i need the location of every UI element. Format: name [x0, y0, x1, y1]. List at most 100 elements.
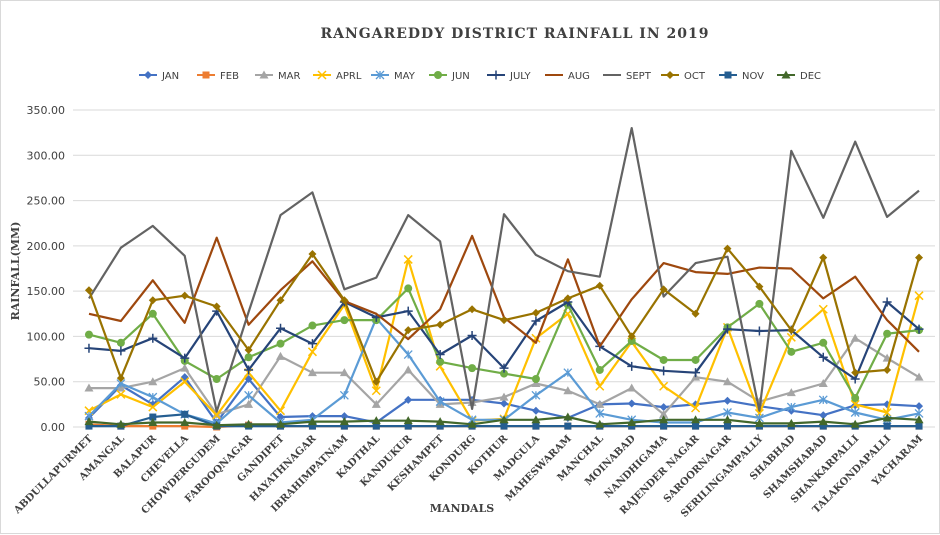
- data-point: [85, 422, 93, 430]
- data-point: [659, 403, 668, 412]
- data-point: [692, 422, 700, 430]
- data-point: [882, 297, 892, 307]
- data-point: [148, 296, 157, 305]
- legend: JAN FEB MAR APRL MAY JUN JULY AUG SEPT OCT NOV DEC: [139, 70, 821, 82]
- data-point: [819, 411, 828, 420]
- data-point: [723, 396, 732, 405]
- legend-label: AUG: [568, 71, 590, 82]
- data-point: [914, 291, 924, 301]
- data-point: [500, 399, 508, 408]
- data-point: [180, 291, 189, 300]
- legend-label: MAY: [394, 71, 416, 82]
- data-point: [403, 365, 413, 374]
- data-point: [915, 253, 924, 262]
- data-point: [851, 394, 860, 403]
- data-point: [276, 296, 285, 305]
- data-point: [244, 346, 253, 355]
- data-point: [308, 250, 317, 259]
- data-point: [722, 415, 732, 424]
- data-point: [149, 413, 157, 421]
- legend-label: MAR: [278, 71, 300, 82]
- legend-item: FEB: [197, 71, 239, 82]
- data-point: [850, 399, 860, 409]
- data-point: [212, 410, 222, 420]
- data-point: [531, 374, 540, 383]
- data-point: [148, 377, 158, 386]
- data-point: [307, 347, 317, 357]
- data-point: [371, 399, 381, 408]
- data-point: [436, 320, 445, 329]
- data-point: [84, 343, 94, 353]
- data-point: [276, 323, 286, 333]
- data-point: [627, 332, 636, 341]
- data-point: [563, 412, 573, 421]
- data-point: [244, 419, 254, 428]
- data-point: [371, 386, 381, 396]
- data-point: [403, 350, 413, 360]
- legend-swatch-marker: [202, 71, 210, 79]
- data-point: [404, 395, 413, 404]
- legend-swatch-marker: [259, 70, 269, 79]
- data-point: [786, 418, 796, 427]
- data-point: [914, 324, 924, 334]
- data-point: [883, 422, 891, 430]
- data-point: [755, 282, 764, 291]
- series-group: [84, 126, 924, 431]
- legend-swatch-marker: [724, 71, 732, 79]
- data-point: [404, 422, 412, 430]
- data-point: [850, 333, 860, 342]
- data-point: [563, 386, 573, 395]
- data-point: [435, 417, 445, 426]
- data-point: [882, 407, 892, 418]
- data-point: [627, 361, 637, 371]
- data-point: [308, 422, 316, 430]
- data-point: [819, 338, 828, 347]
- legend-label: JAN: [161, 71, 179, 82]
- data-point: [116, 383, 126, 392]
- data-point: [595, 381, 605, 391]
- legend-swatch-marker: [317, 70, 327, 80]
- data-point: [595, 365, 604, 374]
- data-point: [659, 366, 669, 376]
- y-axis-title: RAINFALL(MM): [9, 222, 22, 321]
- data-point: [180, 353, 190, 363]
- legend-item: AUG: [545, 71, 590, 82]
- data-point: [818, 379, 828, 388]
- data-point: [467, 419, 477, 428]
- data-point: [786, 402, 796, 412]
- data-point: [628, 422, 636, 430]
- data-point: [499, 392, 509, 401]
- data-point: [276, 339, 285, 348]
- data-point: [722, 377, 732, 386]
- data-point: [84, 383, 94, 392]
- series-line: [88, 126, 920, 413]
- legend-label: JUN: [451, 71, 470, 82]
- data-point: [404, 284, 413, 293]
- legend-swatch-marker: [666, 71, 674, 79]
- data-point: [532, 422, 540, 430]
- x-tick-label: KESHAMPET: [386, 433, 447, 494]
- data-point: [308, 321, 317, 330]
- data-point: [882, 413, 892, 422]
- data-point: [339, 368, 349, 377]
- data-point: [659, 409, 669, 418]
- data-point: [84, 330, 93, 339]
- data-point: [531, 415, 541, 424]
- data-point: [212, 302, 221, 311]
- data-point: [787, 326, 796, 335]
- legend-swatch-marker: [434, 71, 442, 79]
- data-point: [180, 377, 190, 387]
- data-point: [850, 419, 860, 428]
- y-tick-label: 350.00: [27, 104, 66, 117]
- legend-label: APRL: [336, 71, 362, 82]
- data-point: [914, 372, 924, 381]
- data-point: [276, 413, 285, 422]
- data-point: [435, 397, 445, 407]
- data-point: [148, 417, 158, 426]
- data-point: [148, 333, 158, 343]
- data-point: [403, 416, 413, 425]
- data-point: [244, 365, 254, 375]
- data-point: [691, 355, 700, 364]
- gridlines: [73, 109, 935, 428]
- data-point: [786, 332, 796, 342]
